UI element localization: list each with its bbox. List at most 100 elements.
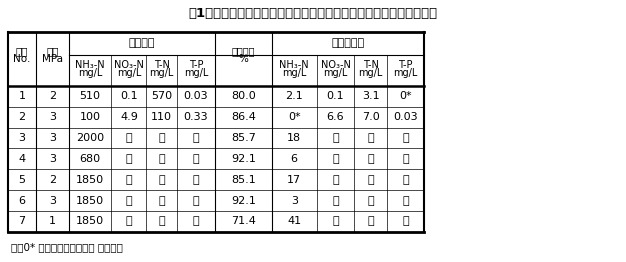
Text: mg/L: mg/L <box>78 68 102 78</box>
Text: 1: 1 <box>49 216 56 226</box>
Text: mg/L: mg/L <box>359 68 382 78</box>
Text: 1: 1 <box>18 91 26 101</box>
Text: －: － <box>126 154 132 164</box>
Text: 濾過水全量: 濾過水全量 <box>332 39 364 48</box>
Text: －: － <box>403 196 409 206</box>
Text: 2.1: 2.1 <box>285 91 303 101</box>
Text: 1850: 1850 <box>76 196 104 206</box>
Text: －: － <box>367 196 374 206</box>
Text: －: － <box>367 154 374 164</box>
Text: 実験: 実験 <box>16 47 28 57</box>
Text: 注）0* は測定限界以下、－ は未測定: 注）0* は測定限界以下、－ は未測定 <box>11 242 123 252</box>
Text: －: － <box>126 216 132 226</box>
Text: 3: 3 <box>290 196 298 206</box>
Text: －: － <box>193 133 199 143</box>
Text: －: － <box>332 196 339 206</box>
Text: －: － <box>158 175 165 185</box>
Text: 86.4: 86.4 <box>231 112 256 122</box>
Text: 680: 680 <box>80 154 101 164</box>
Text: 92.1: 92.1 <box>231 154 256 164</box>
Text: 2: 2 <box>18 112 26 122</box>
Text: 初期原水: 初期原水 <box>129 39 155 48</box>
Text: 2: 2 <box>49 175 56 185</box>
Text: －: － <box>158 154 165 164</box>
Text: 2000: 2000 <box>76 133 104 143</box>
Text: 92.1: 92.1 <box>231 196 256 206</box>
Text: 7: 7 <box>18 216 26 226</box>
Text: 6: 6 <box>18 196 26 206</box>
Text: 表1　堆肥化施設で結露回収した水と逆浸透膜処理した濾過水の水質: 表1 堆肥化施設で結露回収した水と逆浸透膜処理した濾過水の水質 <box>188 7 438 20</box>
Text: －: － <box>126 196 132 206</box>
Text: 0.33: 0.33 <box>183 112 208 122</box>
Text: T-N: T-N <box>362 60 379 70</box>
Text: 6: 6 <box>290 154 298 164</box>
Text: NH₃-N: NH₃-N <box>75 60 105 70</box>
Text: 1850: 1850 <box>76 175 104 185</box>
Text: NH₃-N: NH₃-N <box>279 60 309 70</box>
Text: 3: 3 <box>49 196 56 206</box>
Text: －: － <box>403 175 409 185</box>
Text: －: － <box>193 216 199 226</box>
Text: 18: 18 <box>287 133 301 143</box>
Text: 100: 100 <box>80 112 101 122</box>
Text: mg/L: mg/L <box>282 68 306 78</box>
Text: 3: 3 <box>49 133 56 143</box>
Text: mg/L: mg/L <box>117 68 141 78</box>
Text: 0*: 0* <box>399 91 412 101</box>
Text: －: － <box>158 133 165 143</box>
Text: 2: 2 <box>49 91 56 101</box>
Text: T-P: T-P <box>398 60 413 70</box>
Text: 4: 4 <box>18 154 26 164</box>
Text: T-N: T-N <box>153 60 170 70</box>
Text: T-P: T-P <box>188 60 203 70</box>
Text: 3: 3 <box>18 133 26 143</box>
Text: mg/L: mg/L <box>324 68 347 78</box>
Text: －: － <box>158 196 165 206</box>
Text: mg/L: mg/L <box>184 68 208 78</box>
Text: 85.1: 85.1 <box>231 175 256 185</box>
Text: 0.1: 0.1 <box>327 91 344 101</box>
Text: 0.03: 0.03 <box>393 112 418 122</box>
Text: －: － <box>367 216 374 226</box>
Text: NO₃-N: NO₃-N <box>114 60 144 70</box>
Text: mg/L: mg/L <box>150 68 173 78</box>
Text: MPa: MPa <box>42 54 63 64</box>
Text: －: － <box>367 175 374 185</box>
Text: 3: 3 <box>49 154 56 164</box>
Text: －: － <box>403 133 409 143</box>
Text: －: － <box>332 216 339 226</box>
Text: －: － <box>193 196 199 206</box>
Text: －: － <box>332 175 339 185</box>
Text: 85.7: 85.7 <box>231 133 256 143</box>
Text: －: － <box>367 133 374 143</box>
Text: －: － <box>332 154 339 164</box>
Text: 0.03: 0.03 <box>183 91 208 101</box>
Text: －: － <box>126 133 132 143</box>
Text: No.: No. <box>13 54 31 64</box>
Text: 510: 510 <box>80 91 101 101</box>
Text: －: － <box>126 175 132 185</box>
Text: 110: 110 <box>151 112 172 122</box>
Text: mg/L: mg/L <box>394 68 418 78</box>
Text: －: － <box>403 216 409 226</box>
Text: NO₃-N: NO₃-N <box>321 60 351 70</box>
Text: 71.4: 71.4 <box>231 216 256 226</box>
Text: 80.0: 80.0 <box>231 91 256 101</box>
Text: 3: 3 <box>49 112 56 122</box>
Text: 0.1: 0.1 <box>120 91 138 101</box>
Text: －: － <box>403 154 409 164</box>
Text: %: % <box>239 54 249 64</box>
Text: －: － <box>193 175 199 185</box>
Text: 1850: 1850 <box>76 216 104 226</box>
Text: 0*: 0* <box>288 112 300 122</box>
Text: 4.9: 4.9 <box>120 112 138 122</box>
Text: 5: 5 <box>18 175 26 185</box>
Text: 圧力: 圧力 <box>46 47 59 57</box>
Text: 3.1: 3.1 <box>362 91 379 101</box>
Text: 7.0: 7.0 <box>362 112 379 122</box>
Text: －: － <box>332 133 339 143</box>
Text: 41: 41 <box>287 216 301 226</box>
Text: －: － <box>158 216 165 226</box>
Text: －: － <box>193 154 199 164</box>
Text: 17: 17 <box>287 175 301 185</box>
